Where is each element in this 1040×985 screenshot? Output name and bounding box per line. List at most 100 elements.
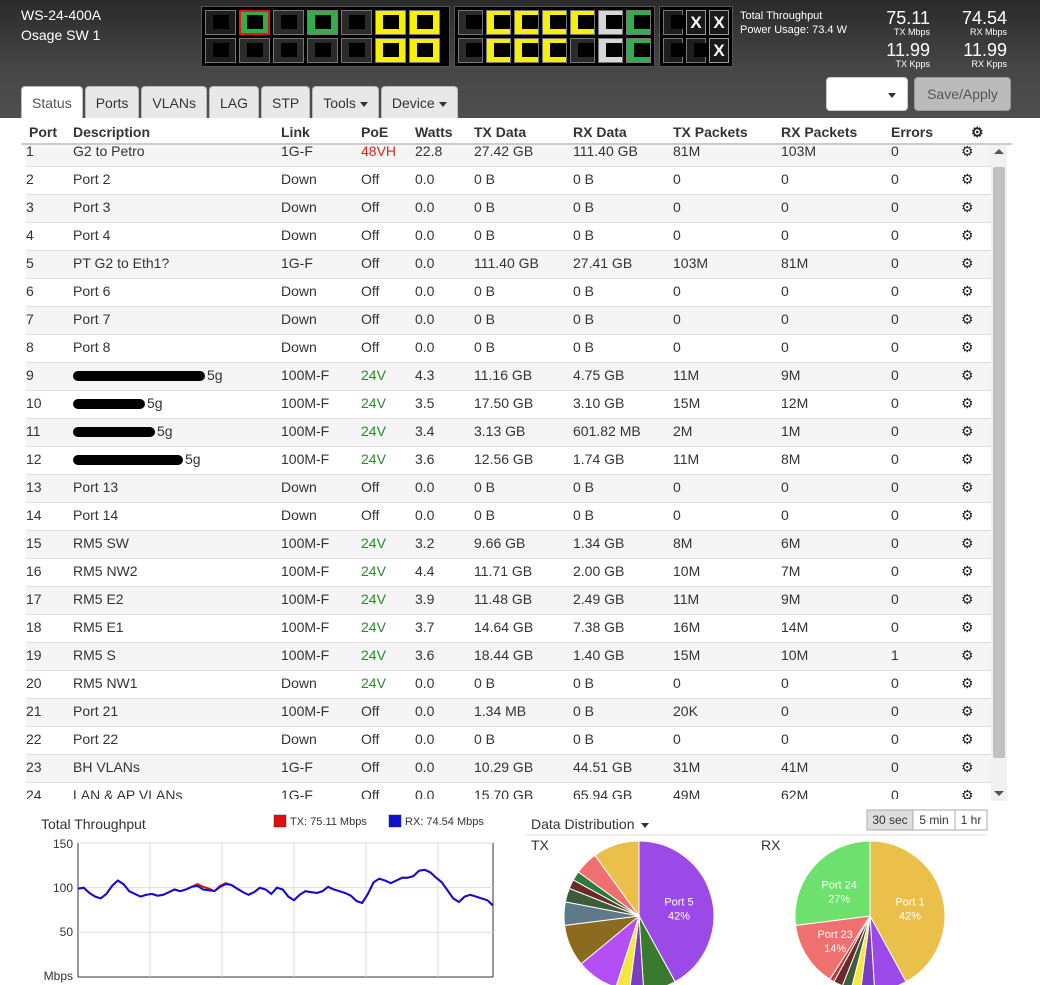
scrollbar-thumb[interactable] — [993, 167, 1005, 758]
pie-slice[interactable] — [860, 915, 875, 985]
sfp-port-disabled[interactable]: X — [686, 10, 706, 35]
port-icon[interactable] — [626, 38, 651, 63]
col-errors[interactable]: Errors — [891, 124, 934, 140]
port-icon[interactable] — [686, 38, 710, 63]
port-settings-gear-icon[interactable]: ⚙ — [961, 563, 974, 579]
port-icon[interactable] — [458, 38, 483, 63]
table-row[interactable]: 2 Port 2 Down Off 0.0 0 B 0 B 0 0 0 ⚙ — [26, 166, 991, 194]
pie-slice[interactable] — [638, 915, 676, 985]
port-settings-gear-icon[interactable]: ⚙ — [961, 619, 974, 635]
port-settings-gear-icon[interactable]: ⚙ — [961, 339, 974, 355]
port-settings-gear-icon[interactable]: ⚙ — [961, 367, 974, 383]
table-row[interactable]: 19 RM5 S 100M-F 24V 3.6 18.44 GB 1.40 GB 15M 10M… — [26, 642, 991, 670]
table-row[interactable]: 22 Port 22 Down Off 0.0 0 B 0 B 0 0 0 ⚙ — [26, 726, 991, 754]
port-icon[interactable] — [598, 10, 623, 35]
caret-down-icon[interactable] — [641, 823, 649, 828]
port-settings-gear-icon[interactable]: ⚙ — [961, 423, 974, 439]
table-row[interactable]: 24 LAN & AP VLANs 1G-F Off 0.0 15.70 GB 65.94 … — [26, 782, 991, 799]
port-icon[interactable] — [514, 38, 539, 63]
port-settings-gear-icon[interactable]: ⚙ — [961, 311, 974, 327]
port-settings-gear-icon[interactable]: ⚙ — [961, 227, 974, 243]
col-description[interactable]: Description — [73, 124, 151, 140]
port-icon[interactable] — [341, 10, 372, 35]
port-icon[interactable] — [273, 10, 304, 35]
sfp-port-disabled[interactable]: X — [709, 10, 729, 35]
col-watts[interactable]: Watts — [415, 124, 453, 140]
scroll-down-arrow-icon[interactable] — [994, 791, 1004, 796]
port-icon[interactable] — [409, 10, 440, 35]
table-row[interactable]: 1 G2 to Petro 1G-F 48VH 22.8 27.42 GB 111.40 G… — [26, 145, 991, 166]
port-icon[interactable] — [375, 10, 406, 35]
port-icon[interactable] — [514, 10, 539, 35]
port-settings-gear-icon[interactable]: ⚙ — [961, 731, 974, 747]
port-icon[interactable] — [307, 38, 338, 63]
port-icon[interactable] — [570, 10, 595, 35]
col-rx-packets[interactable]: RX Packets — [781, 124, 858, 140]
port-settings-gear-icon[interactable]: ⚙ — [961, 171, 974, 187]
tab-vlans[interactable]: VLANs — [141, 86, 207, 118]
pie-slice[interactable] — [594, 840, 640, 918]
pie-slice[interactable] — [869, 840, 946, 983]
col-tx-packets[interactable]: TX Packets — [673, 124, 748, 140]
pie-slice[interactable] — [629, 915, 644, 985]
table-row[interactable]: 7 Port 7 Down Off 0.0 0 B 0 B 0 0 0 ⚙ — [26, 306, 991, 334]
port-settings-gear-icon[interactable]: ⚙ — [961, 145, 974, 159]
col-poe[interactable]: PoE — [361, 124, 389, 140]
port-icon[interactable] — [375, 38, 406, 63]
col-port[interactable]: Port — [29, 124, 57, 140]
save-apply-button[interactable]: Save/Apply — [914, 77, 1011, 111]
port-icon[interactable] — [409, 38, 440, 63]
port-settings-gear-icon[interactable]: ⚙ — [961, 647, 974, 663]
settings-gear-icon[interactable]: ⚙ — [971, 124, 984, 140]
table-row[interactable]: 18 RM5 E1 100M-F 24V 3.7 14.64 GB 7.38 GB 16M 14… — [26, 614, 991, 642]
port-settings-gear-icon[interactable]: ⚙ — [961, 787, 974, 799]
port-icon[interactable] — [239, 10, 270, 35]
tab-lag[interactable]: LAG — [208, 86, 259, 118]
port-icon[interactable] — [486, 10, 511, 35]
tab-device[interactable]: Device — [380, 86, 458, 118]
pie-slice[interactable] — [794, 840, 871, 926]
col-link[interactable]: Link — [281, 124, 310, 140]
pie-slice[interactable] — [638, 840, 715, 983]
table-scrollbar[interactable] — [991, 145, 1007, 801]
port-icon[interactable] — [307, 10, 338, 35]
port-icon[interactable] — [205, 10, 236, 35]
utilities-button[interactable]: Utilities — [826, 77, 908, 111]
port-icon[interactable] — [663, 38, 687, 63]
col-rx-data[interactable]: RX Data — [573, 124, 627, 140]
table-row[interactable]: 20 RM5 NW1 Down 24V 0.0 0 B 0 B 0 0 0 ⚙ — [26, 670, 991, 698]
sfp-port-disabled[interactable]: X — [709, 38, 729, 63]
port-settings-gear-icon[interactable]: ⚙ — [961, 507, 974, 523]
port-settings-gear-icon[interactable]: ⚙ — [961, 675, 974, 691]
port-icon[interactable] — [205, 38, 236, 63]
port-settings-gear-icon[interactable]: ⚙ — [961, 703, 974, 719]
port-settings-gear-icon[interactable]: ⚙ — [961, 451, 974, 467]
port-icon[interactable] — [458, 10, 483, 35]
table-row[interactable]: 13 Port 13 Down Off 0.0 0 B 0 B 0 0 0 ⚙ — [26, 474, 991, 502]
pie-slice[interactable] — [795, 915, 871, 980]
table-row[interactable]: 9 5g 100M-F 24V 4.3 11.16 GB 4.75 GB 11M 9M 0 ⚙ — [26, 362, 991, 390]
tab-status[interactable]: Status — [21, 86, 83, 118]
port-icon[interactable] — [570, 38, 595, 63]
port-icon[interactable] — [663, 10, 687, 35]
table-row[interactable]: 3 Port 3 Down Off 0.0 0 B 0 B 0 0 0 ⚙ — [26, 194, 991, 222]
table-row[interactable]: 11 5g 100M-F 24V 3.4 3.13 GB 601.82 MB 2M 1M 0 ⚙ — [26, 418, 991, 446]
port-settings-gear-icon[interactable]: ⚙ — [961, 591, 974, 607]
port-settings-gear-icon[interactable]: ⚙ — [961, 283, 974, 299]
table-row[interactable]: 21 Port 21 100M-F Off 0.0 1.34 MB 0 B 20K 0 0 ⚙ — [26, 698, 991, 726]
pie-slice[interactable] — [869, 915, 907, 985]
port-icon[interactable] — [542, 38, 567, 63]
port-icon[interactable] — [598, 38, 623, 63]
port-settings-gear-icon[interactable]: ⚙ — [961, 395, 974, 411]
tab-tools[interactable]: Tools — [312, 86, 379, 118]
col-tx-data[interactable]: TX Data — [474, 124, 527, 140]
table-row[interactable]: 10 5g 100M-F 24V 3.5 17.50 GB 3.10 GB 15M 12M 0 ⚙ — [26, 390, 991, 418]
table-row[interactable]: 16 RM5 NW2 100M-F 24V 4.4 11.71 GB 2.00 GB 10M 7… — [26, 558, 991, 586]
port-settings-gear-icon[interactable]: ⚙ — [961, 535, 974, 551]
time-1hr-button[interactable] — [954, 809, 988, 831]
table-row[interactable]: 17 RM5 E2 100M-F 24V 3.9 11.48 GB 2.49 GB 11M 9M… — [26, 586, 991, 614]
port-icon[interactable] — [626, 10, 651, 35]
port-icon[interactable] — [486, 38, 511, 63]
table-row[interactable]: 8 Port 8 Down Off 0.0 0 B 0 B 0 0 0 ⚙ — [26, 334, 991, 362]
port-icon[interactable] — [273, 38, 304, 63]
